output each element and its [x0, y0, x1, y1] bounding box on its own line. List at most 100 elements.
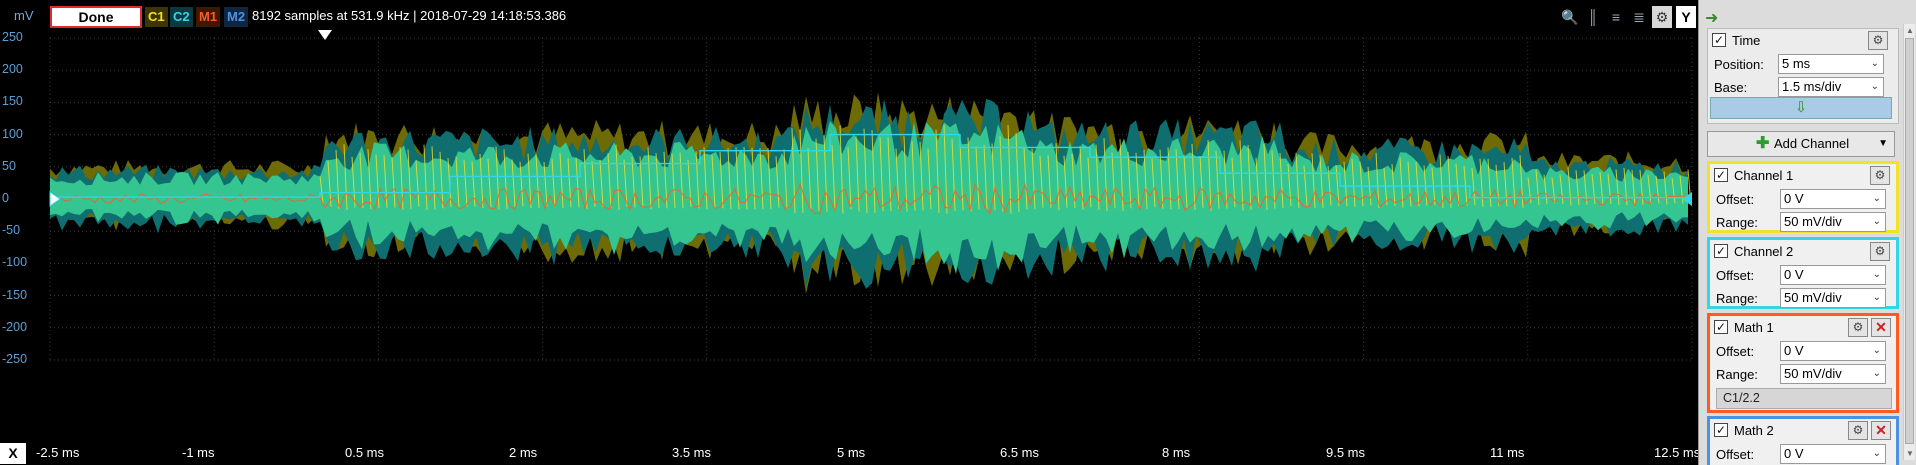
channel2-offset-select[interactable]: 0 V ⌄ — [1780, 265, 1886, 285]
math1-offset-value: 0 V — [1784, 343, 1804, 358]
y-tick-label: 250 — [2, 30, 42, 44]
channel1-range-row: Range: 50 mV/div ⌄ — [1710, 211, 1896, 234]
y-tick-label: -200 — [2, 320, 42, 334]
math1-expression-field[interactable]: C1/2.2 — [1716, 388, 1892, 409]
channel1-range-select[interactable]: 50 mV/div ⌄ — [1780, 212, 1886, 232]
x-tick-label: 6.5 ms — [1000, 445, 1039, 460]
scroll-up-icon[interactable]: ▲ — [1906, 26, 1914, 35]
math1-offset-row: Offset: 0 V ⌄ — [1710, 340, 1896, 363]
collapse-arrow-icon[interactable]: ➜ — [1705, 8, 1718, 28]
add-channel-button[interactable]: ✚ Add Channel ▼ — [1707, 131, 1895, 157]
y-tick-label: -50 — [2, 223, 42, 237]
time-base-select[interactable]: 1.5 ms/div ⌄ — [1778, 77, 1884, 97]
y-tick-label: 150 — [2, 94, 42, 108]
channel2-range-label: Range: — [1716, 291, 1758, 306]
cursor-b-icon[interactable]: ≡ — [1606, 6, 1626, 28]
y-tick-label: -250 — [2, 352, 42, 366]
cursor-a-icon[interactable]: ║ — [1583, 6, 1603, 28]
time-card-title: Time — [1732, 33, 1760, 48]
chevron-down-icon: ▼ — [1878, 132, 1888, 156]
math1-offset-select[interactable]: 0 V ⌄ — [1780, 341, 1886, 361]
channel2-offset-label: Offset: — [1716, 268, 1754, 283]
channel1-offset-select[interactable]: 0 V ⌄ — [1780, 189, 1886, 209]
plus-icon: ✚ — [1756, 132, 1769, 156]
time-position-row: Position: 5 ms ⌄ — [1708, 53, 1898, 76]
math1-range-row: Range: 50 mV/div ⌄ — [1710, 363, 1896, 386]
channel-tag-c1[interactable]: C1 — [145, 7, 168, 27]
time-base-label: Base: — [1714, 80, 1747, 95]
math1-card-title: Math 1 — [1734, 320, 1774, 335]
time-position-select[interactable]: 5 ms ⌄ — [1778, 54, 1884, 74]
time-card-header: ✓ Time ⚙ — [1708, 29, 1898, 53]
chevron-down-icon: ⌄ — [1871, 78, 1879, 96]
gear-icon[interactable]: ⚙ — [1848, 421, 1868, 440]
channel-panel: ➜ ✓ Time ⚙ Position: 5 ms ⌄ Base: 1.5 ms/… — [1698, 0, 1916, 465]
settings-icon[interactable]: ⚙ — [1652, 6, 1672, 28]
time-collapse-bar[interactable]: ⇩ — [1710, 97, 1892, 119]
math2-card: ✓ Math 2 ⚙ ✕ Offset: 0 V ⌄ — [1707, 416, 1899, 465]
time-position-label: Position: — [1714, 57, 1764, 72]
math1-card-header: ✓ Math 1 ⚙ ✕ — [1710, 316, 1896, 340]
gear-icon[interactable]: ⚙ — [1870, 242, 1890, 261]
time-position-value: 5 ms — [1782, 56, 1810, 71]
close-icon[interactable]: ✕ — [1871, 421, 1891, 440]
x-tick-label: -2.5 ms — [36, 445, 79, 460]
x-tick-label: 8 ms — [1162, 445, 1190, 460]
channel1-offset-row: Offset: 0 V ⌄ — [1710, 188, 1896, 211]
y-axis-button[interactable]: Y — [1676, 6, 1696, 28]
channel2-card: ✓ Channel 2 ⚙ Offset: 0 V ⌄ Range: 50 mV/… — [1707, 237, 1899, 309]
time-enable-checkbox[interactable]: ✓ — [1712, 33, 1726, 47]
status-toolbar: mV Done C1 C2 M1 M2 8192 samples at 531.… — [0, 0, 1698, 30]
y-tick-label: -100 — [2, 255, 42, 269]
channel1-card-header: ✓ Channel 1 ⚙ — [1710, 164, 1896, 188]
x-tick-label: 2 ms — [509, 445, 537, 460]
acquisition-status-button[interactable]: Done — [50, 6, 142, 28]
gear-icon[interactable]: ⚙ — [1870, 166, 1890, 185]
gear-icon[interactable]: ⚙ — [1848, 318, 1868, 337]
channel1-enable-checkbox[interactable]: ✓ — [1714, 168, 1728, 182]
channel-tag-m2[interactable]: M2 — [224, 7, 248, 27]
waveform-plot[interactable]: 250 200 150 100 50 0 -50 -100 -150 -200 -250 — [0, 30, 1698, 442]
channel1-offset-value: 0 V — [1784, 191, 1804, 206]
y-tick-label: 50 — [2, 159, 42, 173]
scrollbar-thumb[interactable] — [1905, 38, 1914, 444]
math1-enable-checkbox[interactable]: ✓ — [1714, 320, 1728, 334]
x-tick-label: 11 ms — [1490, 445, 1524, 460]
channel-tag-c2[interactable]: C2 — [170, 7, 193, 27]
channel-tag-m1[interactable]: M1 — [196, 7, 220, 27]
acquisition-info: 8192 samples at 531.9 kHz | 2018-07-29 1… — [252, 8, 566, 23]
channel-tag-label: M1 — [199, 9, 217, 24]
math1-range-label: Range: — [1716, 367, 1758, 382]
close-icon[interactable]: ✕ — [1871, 318, 1891, 337]
channel2-enable-checkbox[interactable]: ✓ — [1714, 244, 1728, 258]
math2-offset-label: Offset: — [1716, 447, 1754, 462]
panel-scrollbar[interactable]: ▲ ▼ — [1903, 24, 1915, 460]
waveform-canvas[interactable] — [0, 30, 1698, 442]
chevron-down-icon: ⌄ — [1873, 213, 1881, 231]
math2-offset-select[interactable]: 0 V ⌄ — [1780, 444, 1886, 464]
channel2-card-header: ✓ Channel 2 ⚙ — [1710, 240, 1896, 264]
channel2-range-select[interactable]: 50 mV/div ⌄ — [1780, 288, 1886, 308]
chevron-down-icon: ⌄ — [1873, 342, 1881, 360]
time-base-value: 1.5 ms/div — [1782, 79, 1841, 94]
y-unit-label: mV — [14, 8, 34, 23]
math2-enable-checkbox[interactable]: ✓ — [1714, 423, 1728, 437]
scroll-down-icon[interactable]: ▼ — [1906, 449, 1914, 458]
channel1-range-label: Range: — [1716, 215, 1758, 230]
zoom-icon[interactable]: 🔍 — [1560, 6, 1580, 28]
add-channel-label: Add Channel — [1774, 132, 1849, 156]
x-axis-bar: X -2.5 ms -1 ms 0.5 ms 2 ms 3.5 ms 5 ms 6.5 ms… — [0, 442, 1698, 465]
chevron-down-icon: ⌄ — [1873, 190, 1881, 208]
channel1-card: ✓ Channel 1 ⚙ Offset: 0 V ⌄ Range: 50 mV/… — [1707, 161, 1899, 233]
cursor-c-icon[interactable]: ≣ — [1629, 6, 1649, 28]
gear-icon[interactable]: ⚙ — [1868, 31, 1888, 50]
channel1-offset-label: Offset: — [1716, 192, 1754, 207]
math1-range-select[interactable]: 50 mV/div ⌄ — [1780, 364, 1886, 384]
chevron-down-icon: ⌄ — [1873, 289, 1881, 307]
channel2-range-row: Range: 50 mV/div ⌄ — [1710, 287, 1896, 310]
y-tick-label: -150 — [2, 288, 42, 302]
x-axis-button[interactable]: X — [0, 443, 26, 464]
x-tick-label: 3.5 ms — [672, 445, 711, 460]
math1-card: ✓ Math 1 ⚙ ✕ Offset: 0 V ⌄ Range: 50 mV/d… — [1707, 313, 1899, 413]
channel1-range-value: 50 mV/div — [1784, 214, 1842, 229]
